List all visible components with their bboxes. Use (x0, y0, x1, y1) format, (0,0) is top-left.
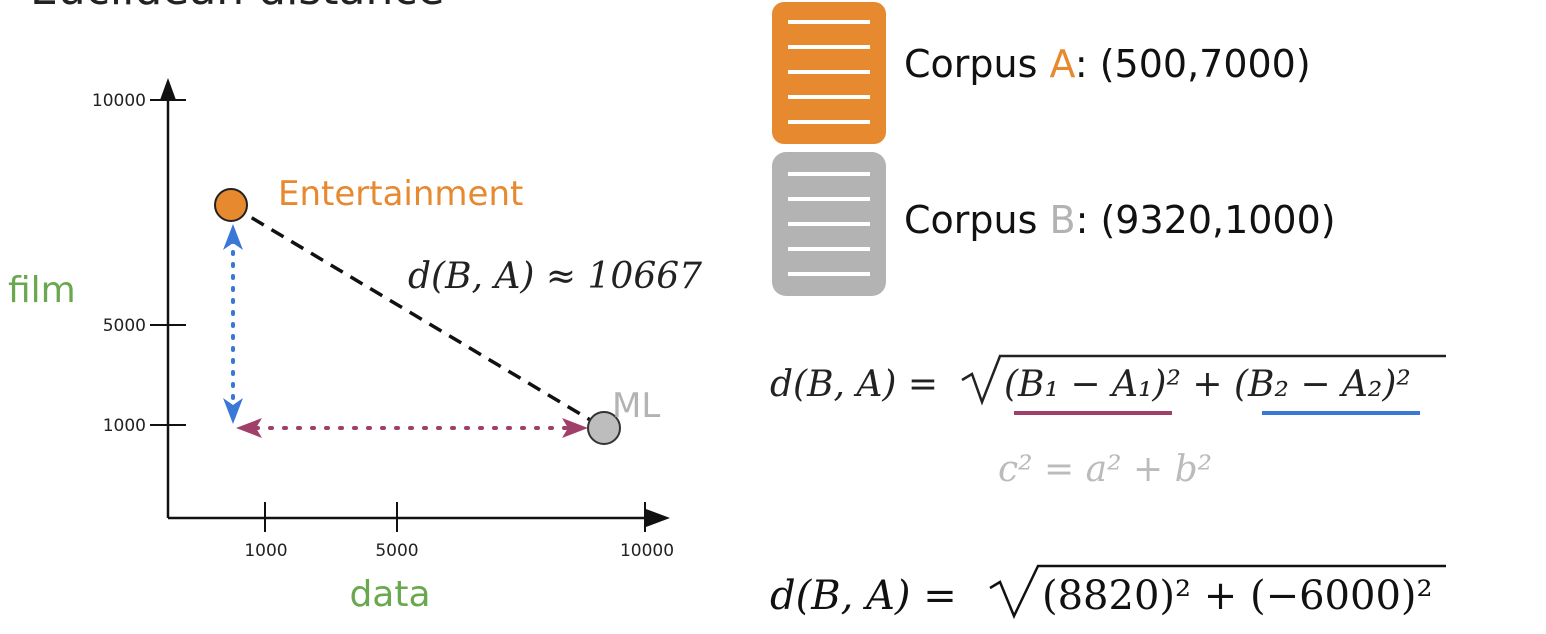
corpus-a-coords: : (500,7000) (1075, 42, 1311, 86)
y-tick-label: 10000 (92, 91, 146, 111)
x-tick-label: 5000 (375, 541, 418, 561)
y-axis-label: film (8, 270, 76, 311)
corpus-a-text: Corpus A: (500,7000) (904, 42, 1311, 86)
x-axis-arrow-icon (646, 509, 670, 527)
corpus-b-coords: : (9320,1000) (1076, 198, 1336, 242)
formula-plus: + (1181, 364, 1234, 405)
distance-annotation: d(B, A) ≈ 10667 (408, 256, 702, 297)
x-axis-label: data (349, 574, 430, 615)
document-icon-gray (772, 152, 886, 296)
x-tick-label: 1000 (244, 541, 287, 561)
y-axis-arrow-icon (160, 78, 176, 100)
arrow-down-icon (223, 398, 243, 424)
formula-term2: (B₂ − A₂)² (1234, 364, 1411, 405)
formula-lhs: d(B, A) = (770, 364, 938, 405)
label-entertainment: Entertainment (278, 174, 523, 214)
formula-radicand: (B₁ − A₁)² + (B₂ − A₂)² (1004, 364, 1411, 405)
y-tick-label: 5000 (103, 316, 146, 336)
corpus-b-text: Corpus B: (9320,1000) (904, 198, 1336, 242)
corpus-a-prefix: Corpus (904, 42, 1050, 86)
numeric-formula-lhs: d(B, A) = (770, 573, 957, 619)
point-entertainment (215, 189, 247, 221)
y-tick-label: 1000 (103, 416, 146, 436)
pythagoras-formula: c² = a² + b² (998, 449, 1212, 490)
document-icon-orange (772, 2, 886, 144)
arrow-up-icon (223, 224, 243, 250)
numeric-formula-rhs: (8820)² + (−6000)² (1042, 573, 1433, 619)
corpus-b-letter: B (1050, 198, 1076, 242)
corpus-a-letter: A (1050, 42, 1076, 86)
formula-term1: (B₁ − A₁)² (1004, 364, 1181, 405)
x-tick-label: 10000 (620, 541, 674, 561)
label-ml: ML (612, 386, 660, 426)
slide-title: Euclidean distance (30, 0, 445, 15)
corpus-b-prefix: Corpus (904, 198, 1050, 242)
distance-line (232, 206, 602, 427)
